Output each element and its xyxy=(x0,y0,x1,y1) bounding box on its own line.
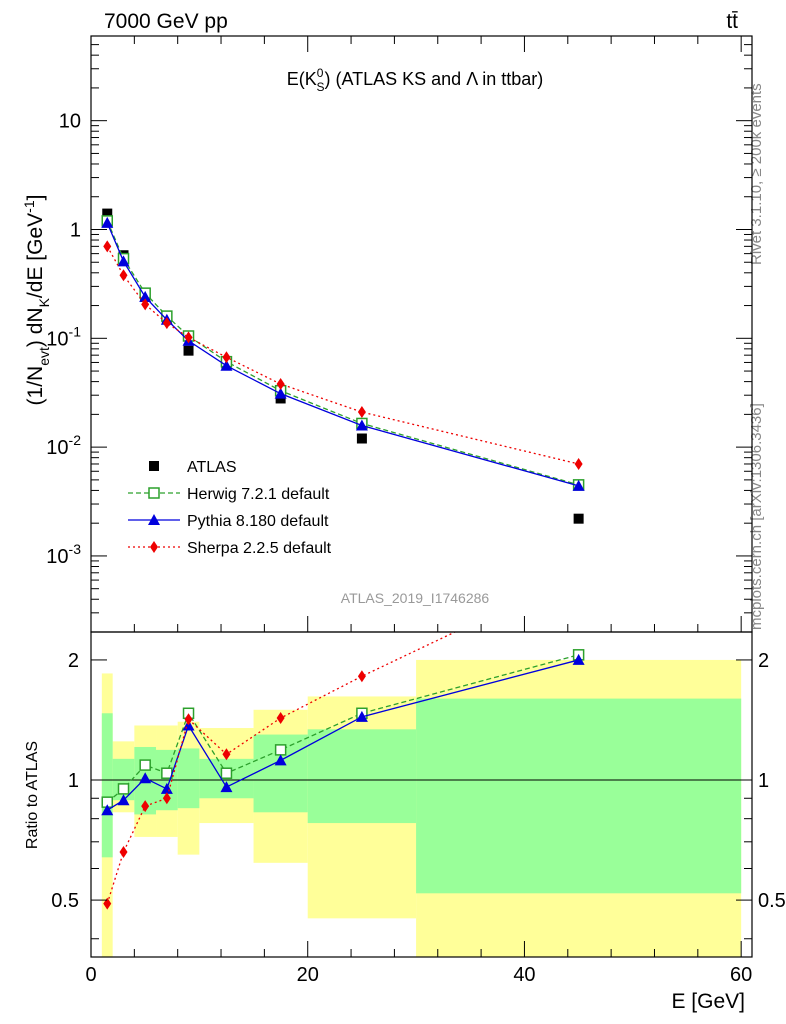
ratio-point-s2-6 xyxy=(276,712,285,725)
ratio-point-s0-1 xyxy=(117,783,130,795)
main-point-s0-7 xyxy=(356,433,367,444)
ratio-point-s2-5 xyxy=(222,748,231,761)
main-point-s0-4 xyxy=(183,345,194,356)
main-point-s3-6 xyxy=(276,378,285,391)
ratio-ytick-label: 1 xyxy=(68,770,79,792)
legend-label-3: Sherpa 2.2.5 default xyxy=(187,540,332,557)
ratio-point-s2-3 xyxy=(162,792,171,805)
main-point-s2-1 xyxy=(117,255,130,267)
ratio-ytick-label: 0.5 xyxy=(51,890,79,912)
ratio-frame xyxy=(90,631,753,958)
ratio-uncertainty-bands xyxy=(91,659,752,957)
main-point-s0-0 xyxy=(102,208,113,219)
main-point-s3-0 xyxy=(103,240,112,253)
main-series-group xyxy=(101,208,585,524)
main-point-s0-8 xyxy=(573,513,584,524)
legend-label-2: Pythia 8.180 default xyxy=(187,513,329,530)
main-point-s3-3 xyxy=(162,317,171,330)
legend-marker-0 xyxy=(149,461,159,471)
band-green-4 xyxy=(177,748,200,809)
header-left: 7000 GeV pp xyxy=(104,10,228,33)
band-green-8 xyxy=(416,698,742,894)
xtick-label: 40 xyxy=(513,964,535,986)
main-line-series-1 xyxy=(106,220,579,486)
legend: ATLAS Herwig 7.2.1 default Pythia 8.180 de… xyxy=(128,459,332,557)
xtick-label: 0 xyxy=(85,964,96,986)
ratio-line-series-2 xyxy=(106,632,457,904)
ratio-ytick-label-right: 1 xyxy=(758,770,769,792)
band-green-7 xyxy=(307,729,417,824)
main-line-series-2 xyxy=(106,222,579,487)
ratio-point-s1-0 xyxy=(101,804,114,816)
ratio-point-s0-6 xyxy=(274,744,287,756)
ratio-point-s2-1 xyxy=(119,845,128,858)
ratio-y-label: Ratio to ATLAS xyxy=(24,741,41,849)
main-ytick-label: 10-1 xyxy=(46,323,81,350)
main-point-s2-5 xyxy=(220,359,233,371)
ratio-point-s0-2 xyxy=(139,759,151,771)
main-ytick-label: 10 xyxy=(59,111,81,133)
xtick-label: 20 xyxy=(297,964,319,986)
ratio-point-s2-2 xyxy=(141,800,150,813)
ratio-point-s1-1 xyxy=(117,794,130,806)
ratio-point-s1-7 xyxy=(355,710,368,722)
main-point-s2-2 xyxy=(139,290,152,302)
main-ytick-label: 1 xyxy=(70,219,81,241)
ratio-ytick-label-right: 2 xyxy=(758,650,769,672)
legend-marker-1 xyxy=(148,487,160,499)
legend-label-0: ATLAS xyxy=(187,459,237,476)
legend-label-1: Herwig 7.2.1 default xyxy=(187,486,330,503)
mcplots-label: mcplots.cern.ch [arXiv:1306.3436] xyxy=(748,403,765,630)
x-axis-label: E [GeV] xyxy=(671,990,745,1013)
main-ytick-label: 10-3 xyxy=(46,541,81,568)
plot-title: E(K0 S) (ATLAS KS and Λ in ttbar) xyxy=(287,66,544,94)
main-point-s3-5 xyxy=(222,351,231,364)
band-green-0 xyxy=(101,713,113,858)
main-ytick-label: 10-2 xyxy=(46,432,81,459)
main-point-s2-0 xyxy=(101,216,114,228)
main-point-s2-6 xyxy=(274,387,287,399)
ratio-point-s1-2 xyxy=(139,772,152,784)
ratio-point-s1-5 xyxy=(220,781,233,793)
main-line-series-3 xyxy=(106,246,579,465)
ratio-ytick-label: 2 xyxy=(68,650,79,672)
ratio-point-s1-3 xyxy=(160,782,173,794)
main-point-s2-8 xyxy=(572,479,585,491)
ratio-point-s2-4 xyxy=(184,713,193,726)
analysis-label: ATLAS_2019_I1746286 xyxy=(341,590,490,606)
ratio-point-s0-5 xyxy=(220,767,233,779)
legend-marker-3 xyxy=(150,541,158,553)
main-point-s3-1 xyxy=(119,269,128,282)
y-axis-label: (1/Nevt) dNK/dE [GeV-1] xyxy=(21,195,52,406)
main-point-s2-7 xyxy=(355,419,368,431)
rivet-label: Rivet 3.1.10, ≥ 200k events xyxy=(748,83,765,265)
main-point-s3-7 xyxy=(357,406,366,419)
legend-marker-2 xyxy=(148,514,160,525)
header-right: tt̄ xyxy=(726,10,738,33)
ratio-series-group xyxy=(101,567,585,910)
main-point-s3-2 xyxy=(141,298,150,311)
main-point-s3-8 xyxy=(574,457,583,470)
ratio-point-s2-7 xyxy=(357,670,366,683)
ratio-point-s1-8 xyxy=(572,653,585,665)
ratio-ytick-label-right: 0.5 xyxy=(758,890,786,912)
xtick-label: 60 xyxy=(730,964,752,986)
ratio-point-s2-8 xyxy=(575,567,583,579)
ratio-point-s1-6 xyxy=(274,754,287,766)
main-point-s3-4 xyxy=(184,331,193,344)
